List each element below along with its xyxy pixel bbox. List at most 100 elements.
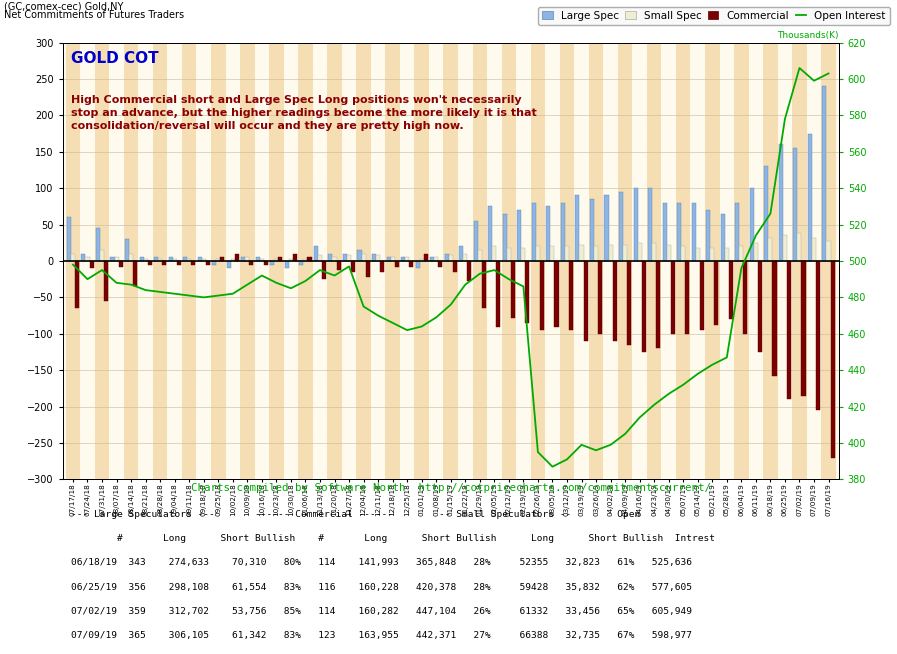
Bar bbox=[118, 261, 123, 267]
Bar bbox=[313, 43, 327, 479]
Bar bbox=[202, 259, 205, 261]
Bar bbox=[342, 43, 356, 479]
Bar bbox=[278, 257, 283, 261]
Bar bbox=[507, 248, 511, 261]
Bar bbox=[554, 261, 559, 326]
Bar bbox=[225, 43, 240, 479]
Bar bbox=[705, 43, 719, 479]
Bar bbox=[831, 261, 834, 458]
Bar bbox=[65, 43, 80, 479]
Bar bbox=[213, 261, 216, 265]
Bar bbox=[144, 259, 148, 261]
Bar bbox=[692, 203, 696, 261]
Bar bbox=[235, 254, 239, 261]
Text: Charts compiled by Software North  http://cotpricecharts.com/commitmentscurrent/: Charts compiled by Software North http:/… bbox=[191, 483, 710, 492]
Bar bbox=[216, 259, 221, 261]
Bar bbox=[764, 166, 769, 261]
Bar bbox=[140, 257, 144, 261]
Bar bbox=[168, 43, 182, 479]
Bar bbox=[100, 250, 104, 261]
Bar bbox=[633, 188, 638, 261]
Bar bbox=[608, 245, 613, 261]
Bar bbox=[459, 247, 463, 261]
Bar bbox=[420, 259, 423, 261]
Bar bbox=[700, 261, 704, 330]
Bar bbox=[574, 43, 588, 479]
Bar bbox=[806, 43, 822, 479]
Bar bbox=[744, 261, 747, 334]
Bar bbox=[467, 261, 472, 281]
Bar bbox=[182, 43, 196, 479]
Bar bbox=[808, 133, 812, 261]
Bar bbox=[264, 261, 268, 265]
Bar bbox=[516, 43, 531, 479]
Bar bbox=[685, 261, 689, 334]
Bar bbox=[289, 259, 293, 261]
Bar bbox=[415, 261, 420, 268]
Bar bbox=[196, 43, 211, 479]
Bar bbox=[211, 43, 225, 479]
Bar bbox=[531, 43, 545, 479]
Bar bbox=[802, 261, 806, 396]
Bar bbox=[458, 43, 473, 479]
Bar bbox=[129, 254, 133, 261]
Bar bbox=[546, 207, 551, 261]
Bar bbox=[478, 250, 482, 261]
Bar bbox=[138, 43, 152, 479]
Bar bbox=[67, 217, 71, 261]
Bar bbox=[245, 257, 249, 261]
Bar bbox=[376, 255, 380, 261]
Bar bbox=[183, 257, 187, 261]
Bar bbox=[283, 43, 298, 479]
Bar bbox=[613, 261, 616, 341]
Bar bbox=[430, 257, 434, 261]
Bar bbox=[671, 261, 675, 334]
Bar bbox=[293, 254, 297, 261]
Bar bbox=[221, 257, 224, 261]
Bar bbox=[502, 214, 507, 261]
Bar bbox=[714, 261, 718, 325]
Bar bbox=[443, 43, 458, 479]
Bar bbox=[318, 255, 322, 261]
Bar bbox=[588, 43, 604, 479]
Bar bbox=[124, 43, 138, 479]
Bar bbox=[401, 257, 405, 261]
Bar bbox=[706, 210, 710, 261]
Bar bbox=[677, 203, 681, 261]
Bar bbox=[343, 254, 347, 261]
Text: High Commercial short and Large Spec Long positions won't necessarily
stop an ad: High Commercial short and Large Spec Lon… bbox=[71, 95, 536, 131]
Bar bbox=[590, 199, 594, 261]
Text: --- Large Speculators ---       ------ Commercial ------        -- Small Specula: --- Large Speculators --- ------ Commerc… bbox=[71, 509, 640, 519]
Text: GOLD COT: GOLD COT bbox=[71, 51, 158, 66]
Bar bbox=[400, 43, 414, 479]
Bar bbox=[169, 257, 172, 261]
Bar bbox=[783, 235, 787, 261]
Bar bbox=[448, 255, 453, 261]
Bar bbox=[826, 241, 831, 261]
Bar bbox=[333, 257, 336, 261]
Bar bbox=[812, 237, 816, 261]
Bar bbox=[177, 261, 181, 265]
Bar bbox=[720, 214, 725, 261]
Bar bbox=[110, 257, 115, 261]
Bar bbox=[560, 43, 574, 479]
Bar bbox=[300, 261, 303, 265]
Bar bbox=[75, 261, 79, 308]
Bar bbox=[822, 43, 836, 479]
Bar bbox=[758, 261, 762, 352]
Bar bbox=[314, 247, 318, 261]
Bar bbox=[787, 261, 791, 400]
Bar bbox=[772, 261, 777, 376]
Bar bbox=[405, 257, 409, 261]
Bar bbox=[474, 221, 478, 261]
Bar bbox=[676, 43, 691, 479]
Bar bbox=[162, 261, 166, 265]
Bar bbox=[328, 254, 333, 261]
Bar bbox=[285, 261, 289, 268]
Bar bbox=[561, 203, 565, 261]
Bar bbox=[536, 247, 540, 261]
Bar bbox=[191, 261, 196, 265]
Bar bbox=[736, 203, 739, 261]
Bar bbox=[652, 243, 657, 261]
Bar bbox=[463, 254, 467, 261]
